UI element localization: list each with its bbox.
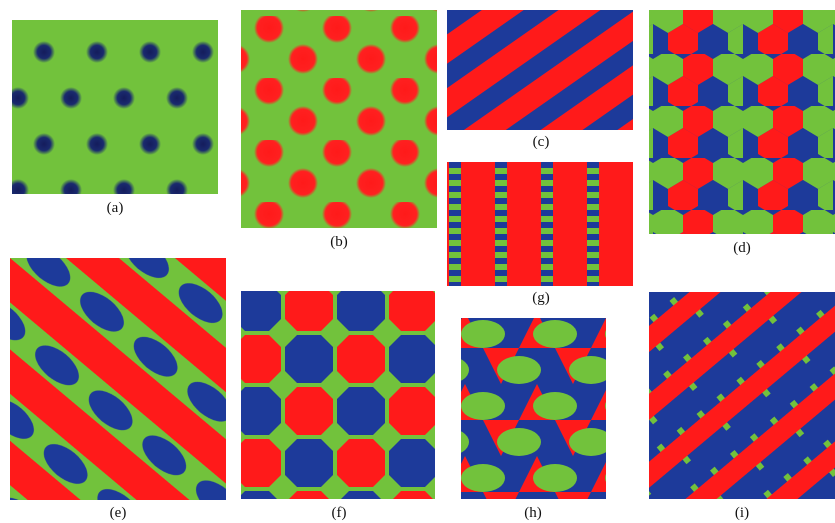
pattern-a (12, 20, 218, 194)
panel-g (447, 162, 633, 286)
caption-i: (i) (734, 505, 750, 521)
pattern-i (649, 292, 835, 499)
caption-h: (h) (524, 505, 542, 521)
pattern-f (241, 291, 435, 499)
caption-f: (f) (331, 505, 347, 521)
panel-h (461, 318, 606, 499)
panel-b (241, 10, 437, 228)
caption-a: (a) (106, 200, 124, 216)
caption-b: (b) (330, 234, 348, 250)
caption-g: (g) (532, 290, 550, 306)
panel-e (10, 258, 226, 500)
panel-d (649, 10, 835, 234)
pattern-b (241, 10, 437, 228)
pattern-g (447, 162, 633, 286)
caption-d: (d) (733, 240, 751, 256)
pattern-h (461, 318, 606, 499)
panel-f (241, 291, 435, 499)
caption-e: (e) (109, 505, 127, 521)
caption-c: (c) (532, 134, 550, 150)
panel-c (447, 10, 633, 130)
panel-i (649, 292, 835, 499)
pattern-d (649, 10, 835, 234)
pattern-c (447, 10, 633, 130)
panel-a (12, 20, 218, 194)
pattern-e (10, 258, 226, 500)
